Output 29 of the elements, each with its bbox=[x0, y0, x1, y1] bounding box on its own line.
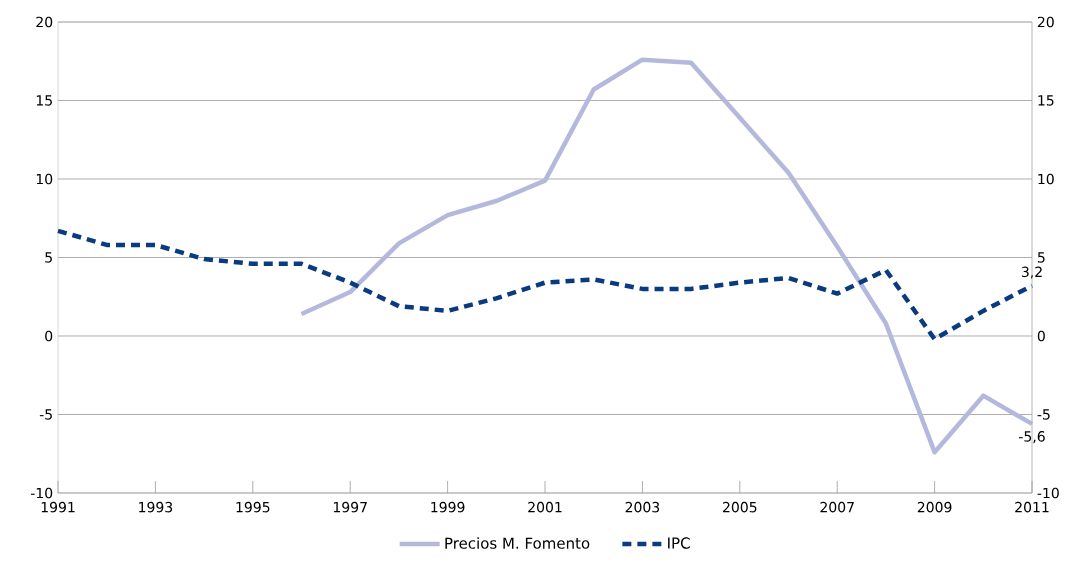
x-tick-label: 1993 bbox=[139, 501, 173, 513]
y-tick-label: 20 bbox=[36, 16, 53, 28]
y2-tick-label: 20 bbox=[1037, 16, 1054, 28]
x-tick-label: 1991 bbox=[41, 501, 75, 513]
y2-tick-label: -10 bbox=[1037, 487, 1059, 499]
legend-label: Precios M. Fomento bbox=[445, 537, 590, 549]
y-tick-label: -5 bbox=[39, 409, 52, 420]
y2-tick-label: -5 bbox=[1037, 409, 1050, 420]
x-tick-label: 2001 bbox=[528, 501, 562, 513]
x-tick-label: 2003 bbox=[625, 501, 660, 513]
x-tick-label: 2009 bbox=[917, 501, 952, 513]
data-label: 3,2 bbox=[1021, 266, 1042, 279]
y2-tick-label: 5 bbox=[1037, 252, 1045, 263]
x-tick-label: 2011 bbox=[1015, 501, 1049, 513]
y-tick-label: 15 bbox=[36, 95, 52, 106]
legend-label: IPC bbox=[668, 537, 690, 549]
x-tick-label: 2007 bbox=[820, 501, 854, 513]
y2-tick-label: 10 bbox=[1038, 173, 1054, 185]
data-label: -5,6 bbox=[1019, 431, 1045, 444]
y2-tick-label: 15 bbox=[1038, 95, 1054, 106]
y2-tick-label: 0 bbox=[1037, 330, 1045, 342]
x-tick-label: 2005 bbox=[723, 501, 757, 513]
y-tick-label: 10 bbox=[36, 173, 53, 185]
y-tick-label: 5 bbox=[45, 252, 52, 263]
x-tick-label: 1999 bbox=[431, 501, 465, 513]
y-tick-label: -10 bbox=[30, 487, 53, 499]
x-tick-label: 1997 bbox=[333, 501, 367, 513]
y-tick-label: 0 bbox=[45, 330, 53, 342]
x-tick-label: 1995 bbox=[236, 501, 270, 513]
